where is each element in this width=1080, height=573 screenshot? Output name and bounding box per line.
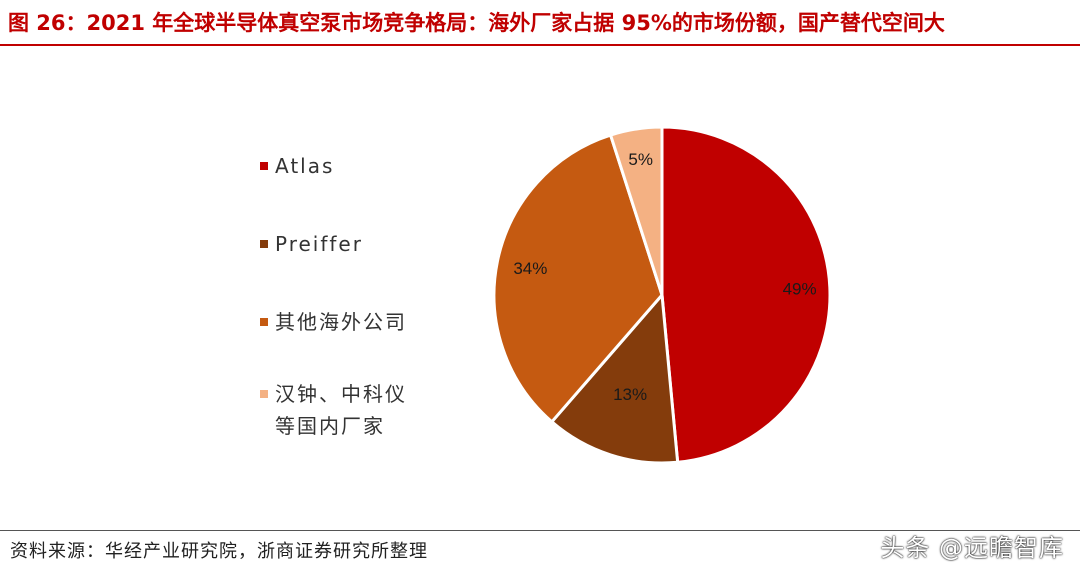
legend-label: 汉钟、中科仪等国内厂家 xyxy=(275,382,407,438)
legend-swatch xyxy=(260,240,268,248)
legend-label: Atlas xyxy=(275,154,335,178)
legend-swatch xyxy=(260,162,268,170)
pie-chart: 49% 13% 34% 5% xyxy=(492,125,832,465)
watermark: 头条 @远瞻智库 xyxy=(880,534,1064,562)
source-note: 资料来源：华经产业研究院，浙商证券研究所整理 xyxy=(10,541,428,562)
legend-swatch xyxy=(260,318,268,326)
source-divider xyxy=(0,530,1080,531)
legend-label: 其他海外公司 xyxy=(275,310,407,334)
legend-item: 其他海外公司 xyxy=(260,306,425,338)
legend-item: 汉钟、中科仪等国内厂家 xyxy=(260,378,425,442)
legend-swatch xyxy=(260,390,268,398)
pie-slice xyxy=(609,125,664,297)
title-divider xyxy=(0,44,1080,46)
legend-item: Preiffer xyxy=(260,228,425,260)
legend-item: Atlas xyxy=(260,150,425,182)
legend-label: Preiffer xyxy=(275,232,363,256)
slice-data-label: 5% xyxy=(628,150,653,169)
pie-slice xyxy=(492,133,664,424)
pie-slice xyxy=(660,125,832,464)
slice-data-label: 13% xyxy=(613,385,647,404)
figure-title: 图 26：2021 年全球半导体真空泵市场竞争格局：海外厂家占据 95%的市场份… xyxy=(8,11,945,35)
slice-data-label: 34% xyxy=(513,259,547,278)
slice-data-label: 49% xyxy=(783,280,817,299)
pie-slice xyxy=(550,293,680,465)
